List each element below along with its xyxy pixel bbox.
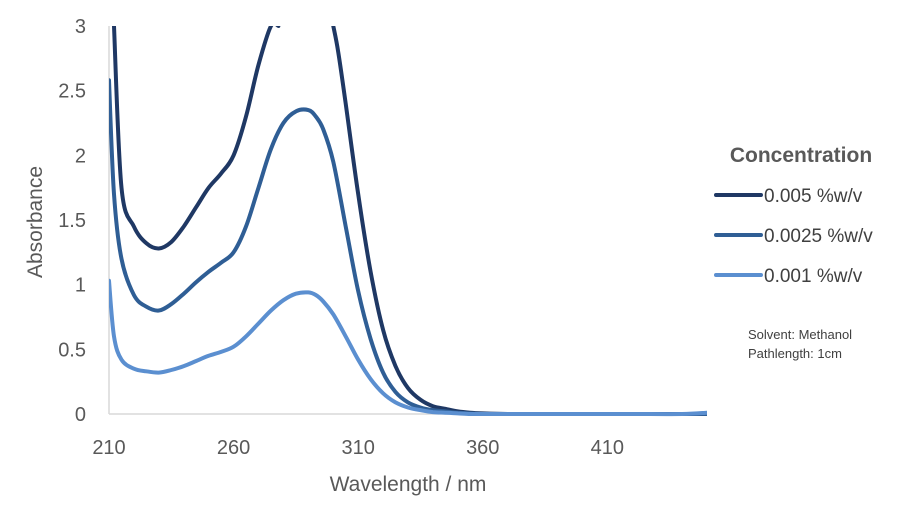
series-line-2: [109, 78, 707, 417]
x-tick-labels: 210 260 310 360 410: [92, 437, 624, 459]
y-tick-label: 0.5: [58, 339, 86, 361]
legend-title: Concentration: [730, 144, 872, 167]
legend-label: 0.0025 %w/v: [764, 226, 873, 247]
y-tick-labels: 0 0.5 1 1.5 2 2.5 3: [58, 16, 86, 426]
y-axis-title: Absorbance: [24, 166, 47, 278]
y-tick-label: 2: [75, 145, 86, 167]
x-tick-label: 410: [591, 437, 624, 459]
x-axis-title: Wavelength / nm: [330, 473, 487, 496]
y-tick-label: 2.5: [58, 81, 86, 103]
y-tick-label: 0: [75, 404, 86, 426]
series-lines: [109, 26, 707, 417]
x-tick-label: 210: [92, 437, 125, 459]
y-tick-label: 3: [75, 16, 86, 38]
y-tick-label: 1.5: [58, 210, 86, 232]
x-tick-label: 310: [341, 437, 374, 459]
legend: Concentration 0.005 %w/v 0.0025 %w/v 0.001…: [714, 144, 873, 287]
legend-items: 0.005 %w/v 0.0025 %w/v 0.001 %w/v: [714, 186, 873, 287]
series-line-1: [331, 26, 707, 417]
series-line-0: [112, 26, 281, 251]
x-tick-label: 360: [466, 437, 499, 459]
legend-label: 0.001 %w/v: [764, 266, 863, 287]
x-tick-label: 260: [217, 437, 250, 459]
pathlength-note: Pathlength: 1cm: [748, 346, 842, 361]
legend-label: 0.005 %w/v: [764, 186, 863, 207]
series-line-3: [109, 278, 707, 417]
solvent-note: Solvent: Methanol: [748, 327, 852, 342]
y-tick-label: 1: [75, 275, 86, 297]
